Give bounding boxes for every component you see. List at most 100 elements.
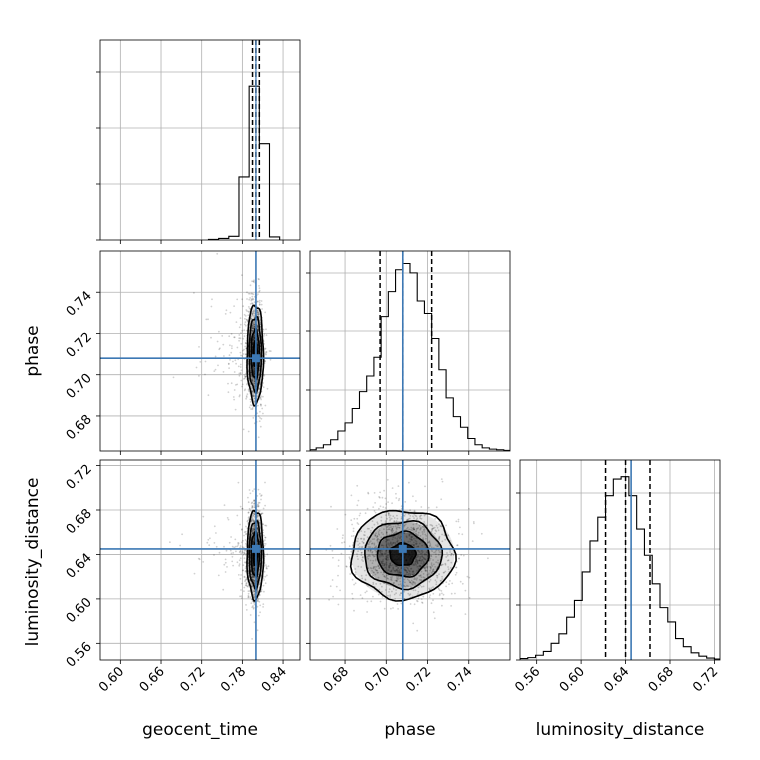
sample-point xyxy=(247,596,250,598)
sample-point xyxy=(234,359,237,362)
sample-point xyxy=(236,383,239,386)
sample-point xyxy=(252,365,255,367)
sample-point xyxy=(396,568,398,571)
sample-point xyxy=(256,495,259,497)
sample-point xyxy=(396,514,398,517)
sample-point xyxy=(379,554,381,557)
sample-point xyxy=(447,534,450,537)
sample-point xyxy=(258,369,261,371)
sample-point xyxy=(251,298,254,301)
sample-point xyxy=(260,403,262,406)
sample-point xyxy=(404,528,406,531)
sample-point xyxy=(397,539,399,542)
sample-point xyxy=(245,554,247,556)
sample-point xyxy=(263,333,266,336)
sample-point xyxy=(410,579,413,582)
sample-point xyxy=(348,556,351,559)
sample-point xyxy=(223,563,226,566)
sample-point xyxy=(381,552,384,555)
sample-point xyxy=(243,377,246,380)
sample-point xyxy=(252,565,255,567)
sample-point xyxy=(377,593,380,596)
sample-point xyxy=(245,582,248,585)
sample-point xyxy=(252,519,255,522)
sample-point xyxy=(360,566,363,568)
sample-point xyxy=(389,576,392,579)
sample-point xyxy=(396,569,398,572)
sample-point xyxy=(398,526,400,529)
sample-point xyxy=(248,507,251,510)
sample-point xyxy=(258,582,261,585)
sample-point xyxy=(225,549,228,552)
sample-point xyxy=(377,565,380,568)
sample-point xyxy=(385,540,387,543)
sample-point xyxy=(252,527,255,530)
sample-point xyxy=(251,490,254,492)
histogram-bar xyxy=(699,656,707,660)
sample-point xyxy=(233,546,236,549)
histogram-bar xyxy=(551,643,559,660)
sample-point xyxy=(446,552,448,554)
histogram-bar xyxy=(417,301,424,451)
sample-point xyxy=(387,514,390,517)
sample-point xyxy=(390,530,393,533)
sample-point xyxy=(411,539,414,541)
sample-point xyxy=(372,571,375,574)
sample-point xyxy=(247,314,250,317)
sample-point xyxy=(380,516,383,519)
sample-point xyxy=(251,330,253,333)
histogram-bar xyxy=(543,651,551,660)
sample-point xyxy=(374,534,377,536)
sample-point xyxy=(247,496,249,499)
sample-point xyxy=(414,561,417,564)
sample-point xyxy=(266,574,268,577)
sample-point xyxy=(172,376,175,379)
sample-point xyxy=(251,576,254,578)
sample-point xyxy=(243,323,246,326)
sample-point xyxy=(365,574,368,577)
sample-point xyxy=(382,558,385,561)
x-tick-label: 0.84 xyxy=(259,664,290,695)
sample-point xyxy=(243,575,246,578)
sample-point xyxy=(386,528,389,531)
sample-point xyxy=(263,570,266,573)
sample-point xyxy=(364,578,367,581)
sample-point xyxy=(249,284,252,287)
sample-point xyxy=(385,563,388,566)
y-tick-label: 0.72 xyxy=(64,462,95,493)
sample-point xyxy=(385,558,388,561)
sample-point xyxy=(418,559,420,562)
sample-point xyxy=(258,594,261,597)
sample-point xyxy=(426,565,429,568)
sample-point xyxy=(257,505,260,507)
sample-point xyxy=(437,545,439,548)
sample-point xyxy=(436,576,439,579)
sample-point xyxy=(258,501,261,504)
sample-point xyxy=(372,566,375,569)
sample-point xyxy=(264,352,267,355)
sample-point xyxy=(256,310,259,313)
sample-point xyxy=(405,573,408,576)
sample-point xyxy=(413,578,416,580)
sample-point xyxy=(414,560,417,562)
sample-point xyxy=(393,517,396,519)
sample-point xyxy=(379,549,382,552)
sample-point xyxy=(395,520,398,522)
sample-point xyxy=(387,512,390,515)
histogram-bar xyxy=(352,409,359,452)
sample-point xyxy=(387,551,390,554)
sample-point xyxy=(252,527,254,530)
sample-point xyxy=(244,342,247,344)
sample-point xyxy=(259,493,261,495)
sample-point xyxy=(408,579,410,582)
sample-point xyxy=(424,570,427,572)
sample-point xyxy=(253,596,256,599)
sample-point xyxy=(448,583,450,585)
sample-point xyxy=(387,569,390,571)
sample-point xyxy=(404,513,407,515)
sample-point xyxy=(468,597,471,599)
sample-point xyxy=(430,524,433,526)
sample-point xyxy=(430,566,432,568)
sample-point xyxy=(390,526,393,528)
sample-point xyxy=(253,603,256,606)
